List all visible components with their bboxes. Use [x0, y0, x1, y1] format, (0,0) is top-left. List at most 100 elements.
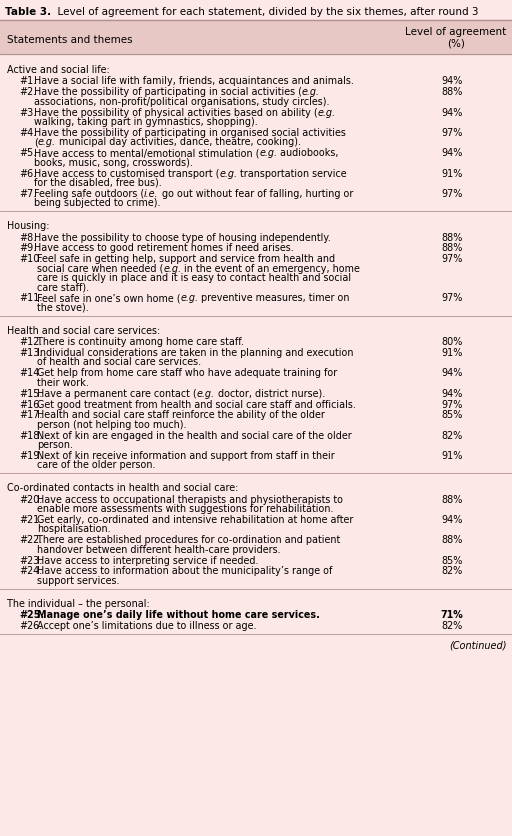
Text: for the disabled, free bus).: for the disabled, free bus). [34, 178, 162, 187]
Text: There are established procedures for co-ordination and patient: There are established procedures for co-… [37, 535, 340, 544]
Text: e.g.: e.g. [260, 148, 278, 158]
Text: Have the possibility of physical activities based on ability (: Have the possibility of physical activit… [34, 108, 317, 118]
Text: e.g.: e.g. [302, 87, 320, 97]
Bar [0, 21, 512, 55]
Text: #17.: #17. [19, 410, 42, 420]
Text: 97%: 97% [442, 128, 463, 138]
Text: Accept one’s limitations due to illness or age.: Accept one’s limitations due to illness … [37, 620, 257, 630]
Text: #20.: #20. [19, 494, 42, 504]
Text: (: ( [34, 137, 38, 147]
Text: #22.: #22. [19, 535, 42, 544]
Text: Active and social life:: Active and social life: [7, 65, 110, 75]
Text: go out without fear of falling, hurting or: go out without fear of falling, hurting … [159, 189, 353, 199]
Text: 82%: 82% [442, 566, 463, 576]
Text: Housing:: Housing: [7, 221, 50, 231]
Text: #15.: #15. [19, 388, 42, 398]
Text: #24.: #24. [19, 566, 42, 576]
Text: 94%: 94% [442, 388, 463, 398]
Text: Next of kin receive information and support from staff in their: Next of kin receive information and supp… [37, 451, 335, 461]
Text: e.g.: e.g. [38, 137, 56, 147]
Text: person.: person. [37, 440, 73, 450]
Text: Have the possibility of participating in organised social activities: Have the possibility of participating in… [34, 128, 346, 138]
Text: care is quickly in place and it is easy to contact health and social: care is quickly in place and it is easy … [37, 273, 351, 283]
Text: Individual considerations are taken in the planning and execution: Individual considerations are taken in t… [37, 348, 353, 358]
Text: #9.: #9. [19, 243, 36, 253]
Text: care staff).: care staff). [37, 283, 89, 292]
Text: Get help from home care staff who have adequate training for: Get help from home care staff who have a… [37, 368, 337, 378]
Text: 94%: 94% [442, 368, 463, 378]
Text: Health and social care staff reinforce the ability of the older: Health and social care staff reinforce t… [37, 410, 325, 420]
Text: Manage one’s daily life without home care services.: Manage one’s daily life without home car… [37, 609, 320, 619]
Text: doctor, district nurse).: doctor, district nurse). [215, 388, 325, 398]
Text: 85%: 85% [442, 555, 463, 565]
Text: #7.: #7. [19, 189, 36, 199]
Text: of health and social care services.: of health and social care services. [37, 357, 201, 367]
Text: Co-ordinated contacts in health and social care:: Co-ordinated contacts in health and soci… [7, 482, 239, 492]
Text: associations, non-profit/political organisations, study circles).: associations, non-profit/political organ… [34, 97, 330, 106]
Text: #1.: #1. [19, 76, 36, 86]
Text: #12.: #12. [19, 337, 42, 347]
Text: Level of agreement
(%): Level of agreement (%) [406, 27, 507, 48]
Text: Have access to interpreting service if needed.: Have access to interpreting service if n… [37, 555, 259, 565]
Text: Get early, co-ordinated and intensive rehabilitation at home after: Get early, co-ordinated and intensive re… [37, 514, 353, 524]
Text: handover between different health-care providers.: handover between different health-care p… [37, 544, 281, 554]
Text: Have access to mental/emotional stimulation (: Have access to mental/emotional stimulat… [34, 148, 260, 158]
Text: the stove).: the stove). [37, 303, 89, 313]
Text: #11.: #11. [19, 293, 42, 303]
Text: 91%: 91% [442, 168, 463, 178]
Text: preventive measures, timer on: preventive measures, timer on [199, 293, 350, 303]
Text: #19.: #19. [19, 451, 42, 461]
Text: 80%: 80% [442, 337, 463, 347]
Text: books, music, song, crosswords).: books, music, song, crosswords). [34, 157, 193, 167]
Text: e.g.: e.g. [219, 168, 238, 178]
Text: 88%: 88% [442, 87, 463, 97]
Text: 88%: 88% [442, 535, 463, 544]
Text: 97%: 97% [442, 254, 463, 264]
Text: 82%: 82% [442, 431, 463, 441]
Text: 71%: 71% [440, 609, 463, 619]
Text: (Continued): (Continued) [450, 640, 507, 650]
Text: 85%: 85% [442, 410, 463, 420]
Text: Have a social life with family, friends, acquaintances and animals.: Have a social life with family, friends,… [34, 76, 354, 86]
Text: 94%: 94% [442, 514, 463, 524]
Text: Get good treatment from health and social care staff and officials.: Get good treatment from health and socia… [37, 399, 356, 409]
Text: e.g.: e.g. [317, 108, 336, 118]
Text: audiobooks,: audiobooks, [278, 148, 339, 158]
Text: e.g.: e.g. [181, 293, 199, 303]
Text: Feeling safe outdoors (: Feeling safe outdoors ( [34, 189, 144, 199]
Text: support services.: support services. [37, 575, 119, 585]
Text: Next of kin are engaged in the health and social care of the older: Next of kin are engaged in the health an… [37, 431, 352, 441]
Text: #26.: #26. [19, 620, 42, 630]
Text: Have access to customised transport (: Have access to customised transport ( [34, 168, 219, 178]
Text: #18.: #18. [19, 431, 42, 441]
Text: #6.: #6. [19, 168, 36, 178]
Text: #16.: #16. [19, 399, 42, 409]
Text: Have access to occupational therapists and physiotherapists to: Have access to occupational therapists a… [37, 494, 343, 504]
Text: 82%: 82% [442, 620, 463, 630]
Text: Have the possibility to choose type of housing independently.: Have the possibility to choose type of h… [34, 232, 331, 242]
Text: #14.: #14. [19, 368, 42, 378]
Text: person (not helping too much).: person (not helping too much). [37, 420, 186, 430]
Text: transportation service: transportation service [238, 168, 347, 178]
Text: social care when needed (: social care when needed ( [37, 263, 163, 273]
Text: #25.: #25. [19, 609, 44, 619]
Text: #8.: #8. [19, 232, 36, 242]
Text: 97%: 97% [442, 399, 463, 409]
Text: Table 3.: Table 3. [5, 7, 51, 17]
Text: Have access to good retirement homes if need arises.: Have access to good retirement homes if … [34, 243, 294, 253]
Text: being subjected to crime).: being subjected to crime). [34, 198, 160, 208]
Text: Feel safe in one’s own home (: Feel safe in one’s own home ( [37, 293, 181, 303]
Text: care of the older person.: care of the older person. [37, 460, 156, 470]
Text: walking, taking part in gymnastics, shopping).: walking, taking part in gymnastics, shop… [34, 117, 258, 127]
Text: #3.: #3. [19, 108, 36, 118]
Text: Feel safe in getting help, support and service from health and: Feel safe in getting help, support and s… [37, 254, 335, 264]
Text: The individual – the personal:: The individual – the personal: [7, 598, 150, 608]
Text: 88%: 88% [442, 243, 463, 253]
Text: 94%: 94% [442, 76, 463, 86]
Text: 88%: 88% [442, 494, 463, 504]
Text: #10.: #10. [19, 254, 42, 264]
Text: 94%: 94% [442, 148, 463, 158]
Text: their work.: their work. [37, 377, 89, 387]
Text: Statements and themes: Statements and themes [7, 35, 133, 45]
Text: 91%: 91% [442, 451, 463, 461]
